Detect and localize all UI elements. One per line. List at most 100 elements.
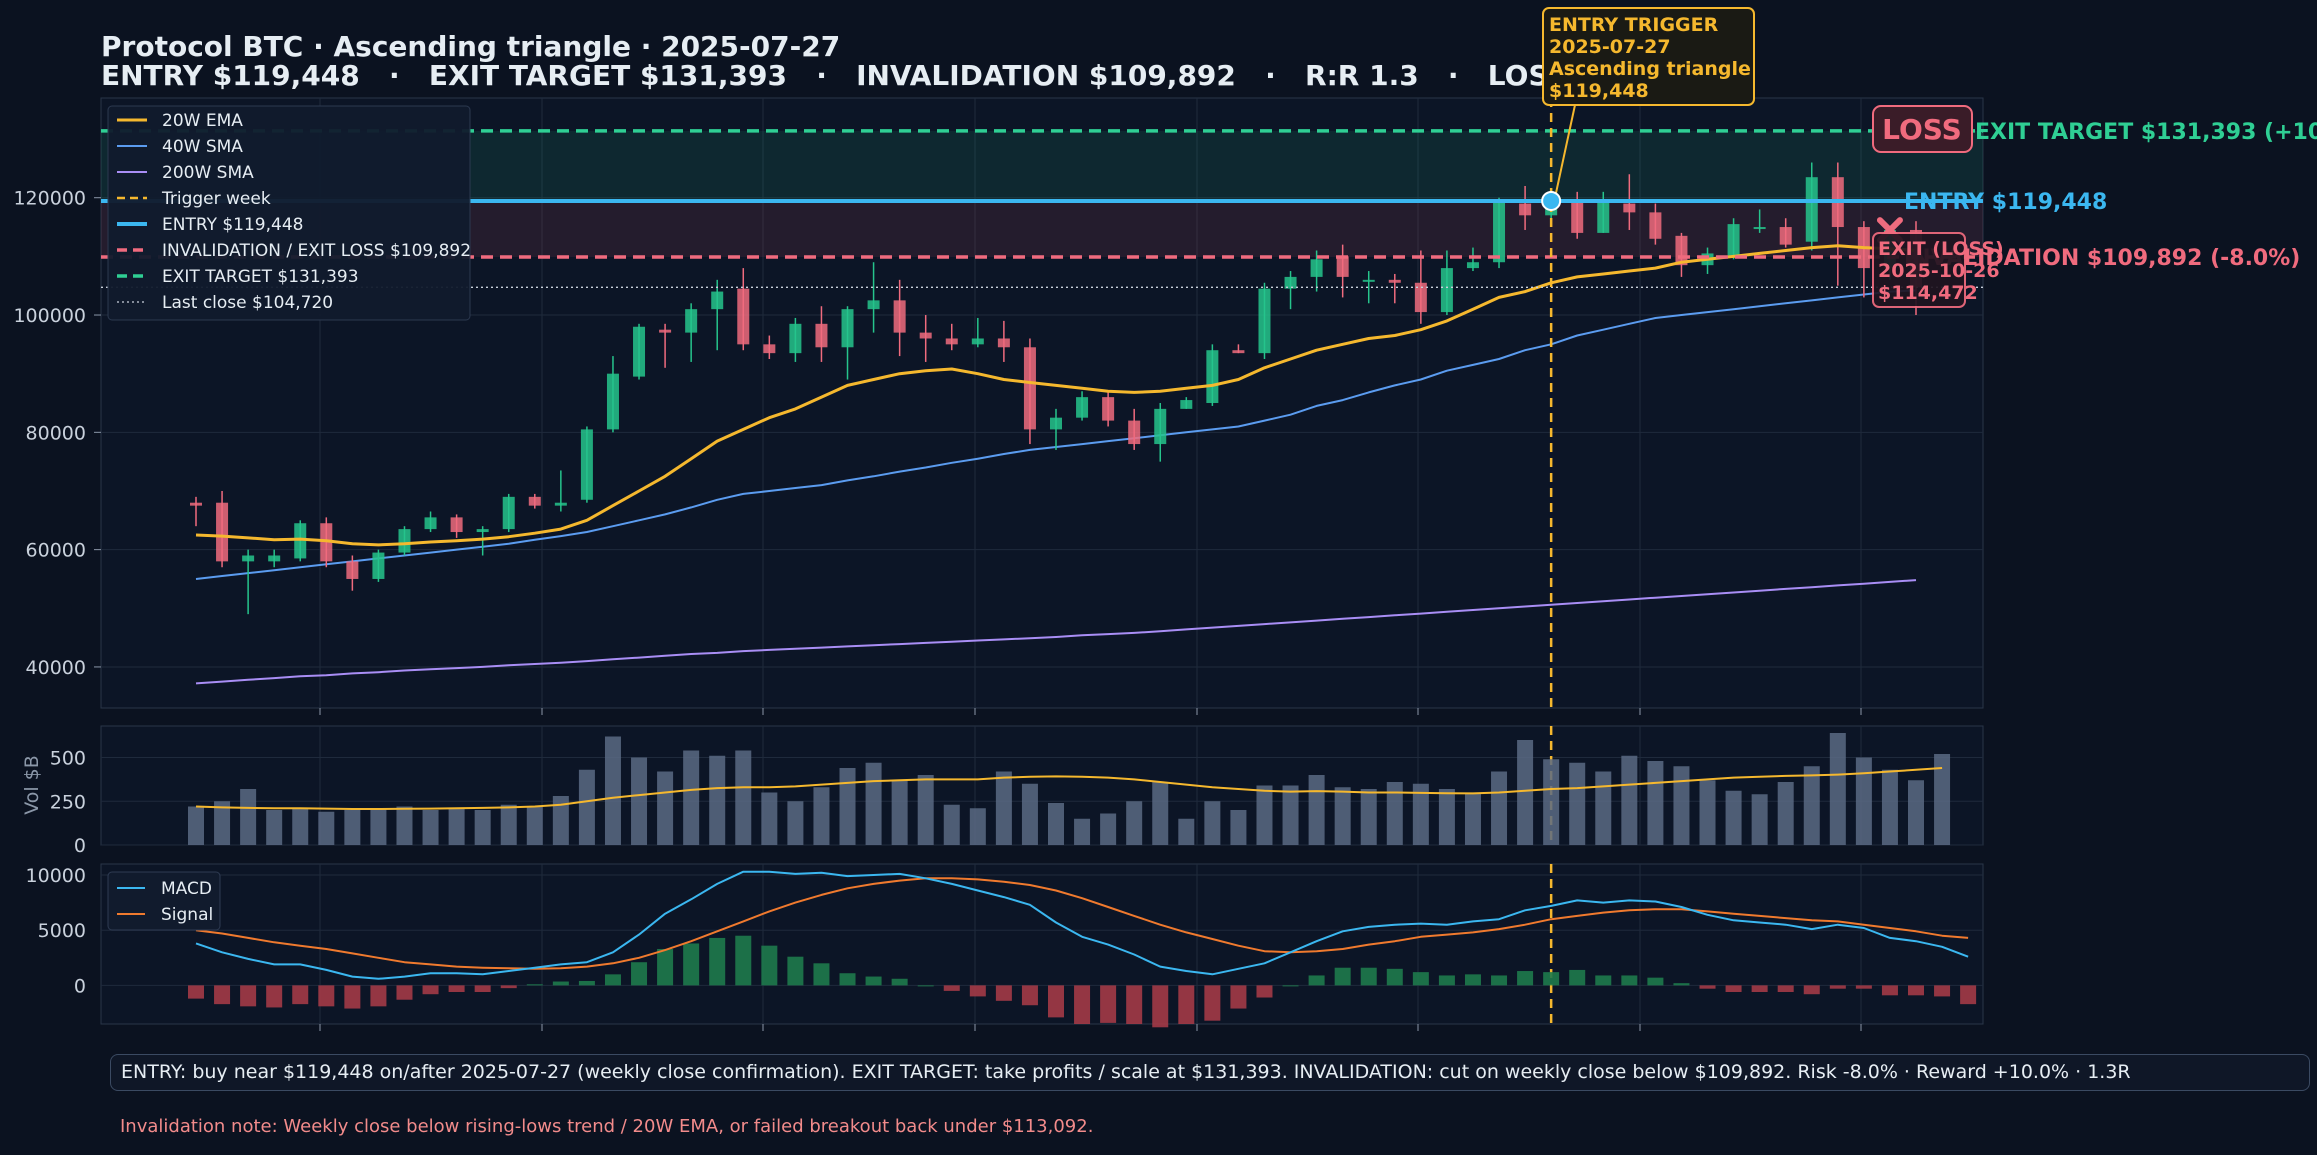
signal-line — [195, 877, 1969, 970]
candle-body — [294, 523, 307, 559]
candle-body — [554, 502, 567, 506]
volume-bar — [1126, 801, 1143, 845]
candle-body — [659, 329, 672, 333]
candle-body — [1805, 177, 1818, 242]
macd-histogram-bar — [943, 985, 960, 991]
candle-body — [502, 496, 515, 530]
macd-histogram-bar — [1256, 985, 1273, 998]
volume-bar — [1517, 740, 1534, 845]
macd-histogram-bar — [1908, 985, 1924, 996]
volume-bar — [1908, 780, 1924, 845]
macd-histogram-bar — [1725, 985, 1742, 992]
macd-histogram-bar — [578, 980, 595, 986]
candle-body — [1623, 203, 1636, 213]
candle-body — [1571, 200, 1584, 233]
volume-bar — [422, 810, 439, 845]
macd-histogram-bar — [552, 981, 569, 986]
volume-bar — [292, 808, 309, 845]
macd-line — [195, 870, 1969, 980]
exit-box-line: $114,472 — [1878, 282, 1978, 304]
trigger-box-line: 2025-07-27 — [1549, 36, 1671, 58]
volume-bar — [1438, 789, 1455, 845]
candle-body — [997, 338, 1010, 348]
candle-body — [1050, 417, 1062, 430]
volume-bar — [1048, 803, 1064, 845]
candle-body — [580, 429, 593, 500]
macd-histogram-bar — [188, 985, 204, 999]
loss-badge-text: LOSS — [1882, 113, 1962, 146]
candle-body — [606, 373, 619, 430]
volume-bar — [1178, 818, 1195, 845]
volume-bar — [1934, 754, 1951, 845]
macd-histogram-bar — [917, 985, 934, 987]
candle-body — [945, 338, 958, 345]
legend-label-last: Last close $104,720 — [162, 293, 333, 313]
legend-label-sma200: 200W SMA — [162, 163, 254, 183]
macd-histogram-bar — [422, 985, 439, 995]
macd-histogram-bar — [683, 943, 700, 986]
candle-body — [1388, 279, 1401, 283]
candle-body — [1180, 400, 1193, 409]
entry-marker — [1541, 190, 1562, 211]
macd-histogram-bar — [1360, 967, 1377, 986]
trigger-box — [1542, 7, 1755, 106]
macd-histogram-bar — [292, 985, 309, 1005]
volume-panel — [100, 725, 1984, 846]
loss-badge-box — [1872, 105, 1973, 153]
volume-ma-line — [195, 767, 1943, 810]
macd-histogram-bar — [474, 985, 491, 992]
macd-legend-macd: MACD — [161, 879, 212, 899]
candle-body — [1779, 227, 1792, 245]
price-tick-label: 40000 — [26, 657, 86, 679]
volume-bar — [1230, 810, 1247, 845]
candle-body — [528, 496, 541, 506]
candle-body — [1310, 259, 1323, 277]
legend-label-invalidation: INVALIDATION / EXIT LOSS $109,892 — [162, 241, 471, 261]
macd-histogram-bar — [1152, 985, 1169, 1028]
candle-body — [1102, 397, 1115, 421]
candle-body — [190, 502, 202, 506]
volume-bar — [891, 780, 908, 845]
volume-tick-label: 500 — [50, 748, 86, 770]
trigger-box-line: ENTRY TRIGGER — [1549, 14, 1719, 36]
volume-bar — [1803, 766, 1820, 845]
candle-body — [841, 309, 854, 348]
candle-body — [1362, 279, 1375, 282]
candle-body — [1336, 256, 1349, 277]
candle-body — [268, 555, 281, 562]
macd-legend-signal: Signal — [161, 905, 213, 925]
candle-body — [919, 332, 932, 339]
candle-body — [398, 529, 411, 553]
legend-label-sma40: 40W SMA — [162, 137, 243, 157]
macd-histogram-bar — [1334, 967, 1351, 986]
volume-bar — [266, 810, 283, 845]
volume-bar — [1595, 771, 1612, 845]
candle-body — [893, 300, 906, 333]
volume-bar — [1699, 780, 1716, 845]
candle-body — [242, 555, 255, 562]
volume-bar — [526, 806, 543, 845]
candle-body — [633, 326, 646, 377]
volume-bar — [1881, 769, 1898, 845]
volume-bar — [1569, 762, 1586, 845]
macd-histogram-bar — [891, 978, 908, 986]
macd-histogram-bar — [1829, 985, 1846, 989]
chart-title-line2: ENTRY $119,448 · EXIT TARGET $131,393 · … — [101, 59, 1568, 92]
macd-histogram-bar — [1569, 969, 1586, 986]
legend-label-ema: 20W EMA — [162, 111, 243, 131]
volume-bar — [1464, 792, 1481, 845]
volume-bar — [813, 787, 830, 845]
candle-body — [1519, 203, 1532, 216]
legend-label-target: EXIT TARGET $131,393 — [162, 267, 359, 287]
macd-histogram-bar — [1021, 985, 1038, 1006]
candle-body — [1076, 397, 1089, 418]
exit-box-line: EXIT (LOSS) — [1878, 238, 2004, 260]
candle-body — [1284, 276, 1297, 289]
macd-histogram-bar — [1647, 977, 1664, 986]
volume-bar — [761, 792, 778, 845]
candle-body — [1440, 268, 1453, 313]
trigger-pointer — [1554, 104, 1576, 198]
candle-body — [1727, 224, 1740, 257]
macd-histogram-bar — [865, 976, 882, 986]
legend-label-trigger: Trigger week — [161, 189, 271, 209]
